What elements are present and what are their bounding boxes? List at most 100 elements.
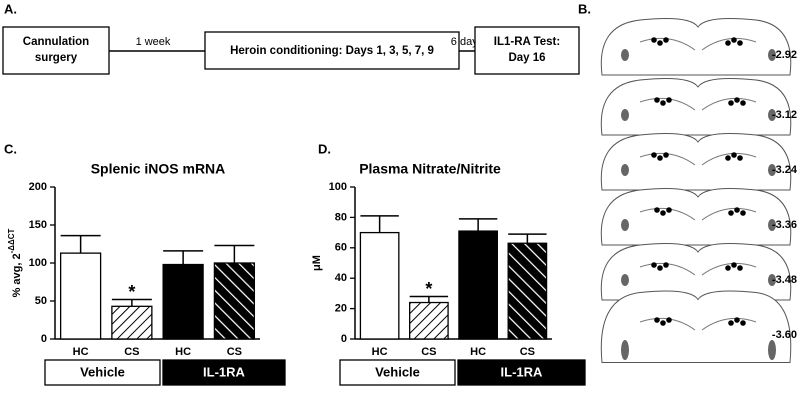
group-label: Vehicle: [375, 364, 420, 379]
ventricle: [768, 109, 776, 121]
y-label-main: μM: [311, 255, 323, 271]
placement-dot: [651, 152, 657, 158]
placement-dot: [740, 210, 746, 216]
placement-dot: [725, 40, 731, 46]
bar: [507, 242, 548, 340]
interval: 1 week: [136, 36, 171, 48]
group-label: Vehicle: [80, 364, 125, 379]
bar: [162, 263, 204, 340]
placement-dot: [663, 262, 669, 268]
significance: *: [128, 282, 135, 302]
placement-dot: [740, 320, 746, 326]
x-tick-label: CS: [421, 346, 436, 358]
ventricle: [621, 340, 629, 360]
y-label-sup: -ΔΔCT: [7, 228, 16, 253]
level-label: -2.92: [772, 49, 797, 61]
section-outline: [600, 290, 792, 363]
placement-dot: [654, 207, 660, 213]
ventricle: [621, 109, 629, 121]
group-box: [339, 359, 456, 386]
ventricle: [768, 49, 776, 61]
bar: [458, 230, 498, 340]
y-tick-label: 60: [335, 242, 347, 254]
chart-title: Splenic iNOS mRNA: [91, 161, 226, 177]
y-label-main: % avg, 2: [11, 253, 23, 297]
section-outline: [600, 78, 792, 136]
hippocampus: [639, 152, 757, 166]
panel-label: C.: [4, 141, 17, 156]
placement-dot: [654, 97, 660, 103]
significance: *: [425, 279, 432, 299]
bar: [409, 301, 449, 340]
placement-dot: [728, 100, 734, 106]
y-tick-label: 50: [35, 295, 47, 307]
placement-dot: [731, 262, 737, 268]
x-tick-label: CS: [124, 346, 139, 358]
placement-dot: [734, 97, 740, 103]
placement-dot: [657, 40, 663, 46]
placement-dot: [725, 155, 731, 161]
x-tick-label: HC: [372, 346, 388, 358]
y-tick-label: 0: [41, 333, 47, 345]
section-outline: [600, 18, 792, 76]
bar: [359, 231, 400, 340]
placement-dot: [660, 320, 666, 326]
placement-dot: [663, 152, 669, 158]
ventricle: [621, 219, 629, 231]
step-box: [2, 26, 110, 75]
brain-sections: -2.92 -3.12 -3.24 -3.36 -3.48 -3.60: [600, 18, 798, 363]
group-label: IL-1RA: [501, 364, 544, 379]
level-label: -3.48: [772, 274, 797, 286]
x-tick-label: HC: [73, 346, 89, 358]
y-tick-label: 20: [335, 303, 347, 315]
placement-dot: [734, 207, 740, 213]
group-box: [44, 359, 161, 386]
ventricle: [768, 164, 776, 176]
section-outline: [600, 188, 792, 246]
placement-dot: [651, 37, 657, 43]
placement-dot: [725, 265, 731, 271]
placement-dot: [666, 207, 672, 213]
placement-dot: [737, 155, 743, 161]
x-tick-label: CS: [227, 346, 242, 358]
placement-dot: [731, 152, 737, 158]
placement-dot: [734, 317, 740, 323]
y-axis-label: % avg, 2-ΔΔCT: [7, 228, 23, 297]
step-text: Day 16: [508, 52, 545, 64]
x-tick-label: HC: [175, 346, 191, 358]
step-text: Heroin conditioning: Days 1, 3, 5, 7, 9: [230, 45, 434, 57]
panel-label: D.: [318, 141, 331, 156]
level-label: -3.12: [772, 109, 797, 121]
panel-label: B.: [578, 1, 591, 16]
placement-dot: [737, 40, 743, 46]
section-outline: [600, 243, 792, 301]
placement-dot: [740, 100, 746, 106]
bar: [111, 305, 153, 340]
group-box: [162, 359, 286, 386]
placement-dot: [731, 37, 737, 43]
ventricle: [768, 274, 776, 286]
step-text: IL1-RA Test:: [494, 36, 560, 48]
y-tick-label: 100: [29, 257, 47, 269]
placement-dot: [660, 210, 666, 216]
ventricle: [621, 164, 629, 176]
step-text: Cannulation: [23, 36, 89, 48]
placement-dot: [728, 210, 734, 216]
y-tick-label: 0: [341, 333, 347, 345]
placement-dot: [657, 155, 663, 161]
bar: [213, 262, 256, 340]
y-tick-label: 150: [29, 219, 47, 231]
placement-dot: [728, 320, 734, 326]
y-tick-label: 80: [335, 211, 347, 223]
y-tick-label: 40: [335, 272, 347, 284]
group-label: IL-1RA: [203, 364, 246, 379]
ventricle: [768, 340, 776, 360]
hippocampus: [639, 262, 757, 276]
panel-label: A.: [4, 1, 17, 16]
level-label: -3.24: [772, 164, 798, 176]
ventricle: [768, 219, 776, 231]
level-label: -3.60: [772, 329, 797, 341]
y-tick-label: 200: [29, 181, 47, 193]
